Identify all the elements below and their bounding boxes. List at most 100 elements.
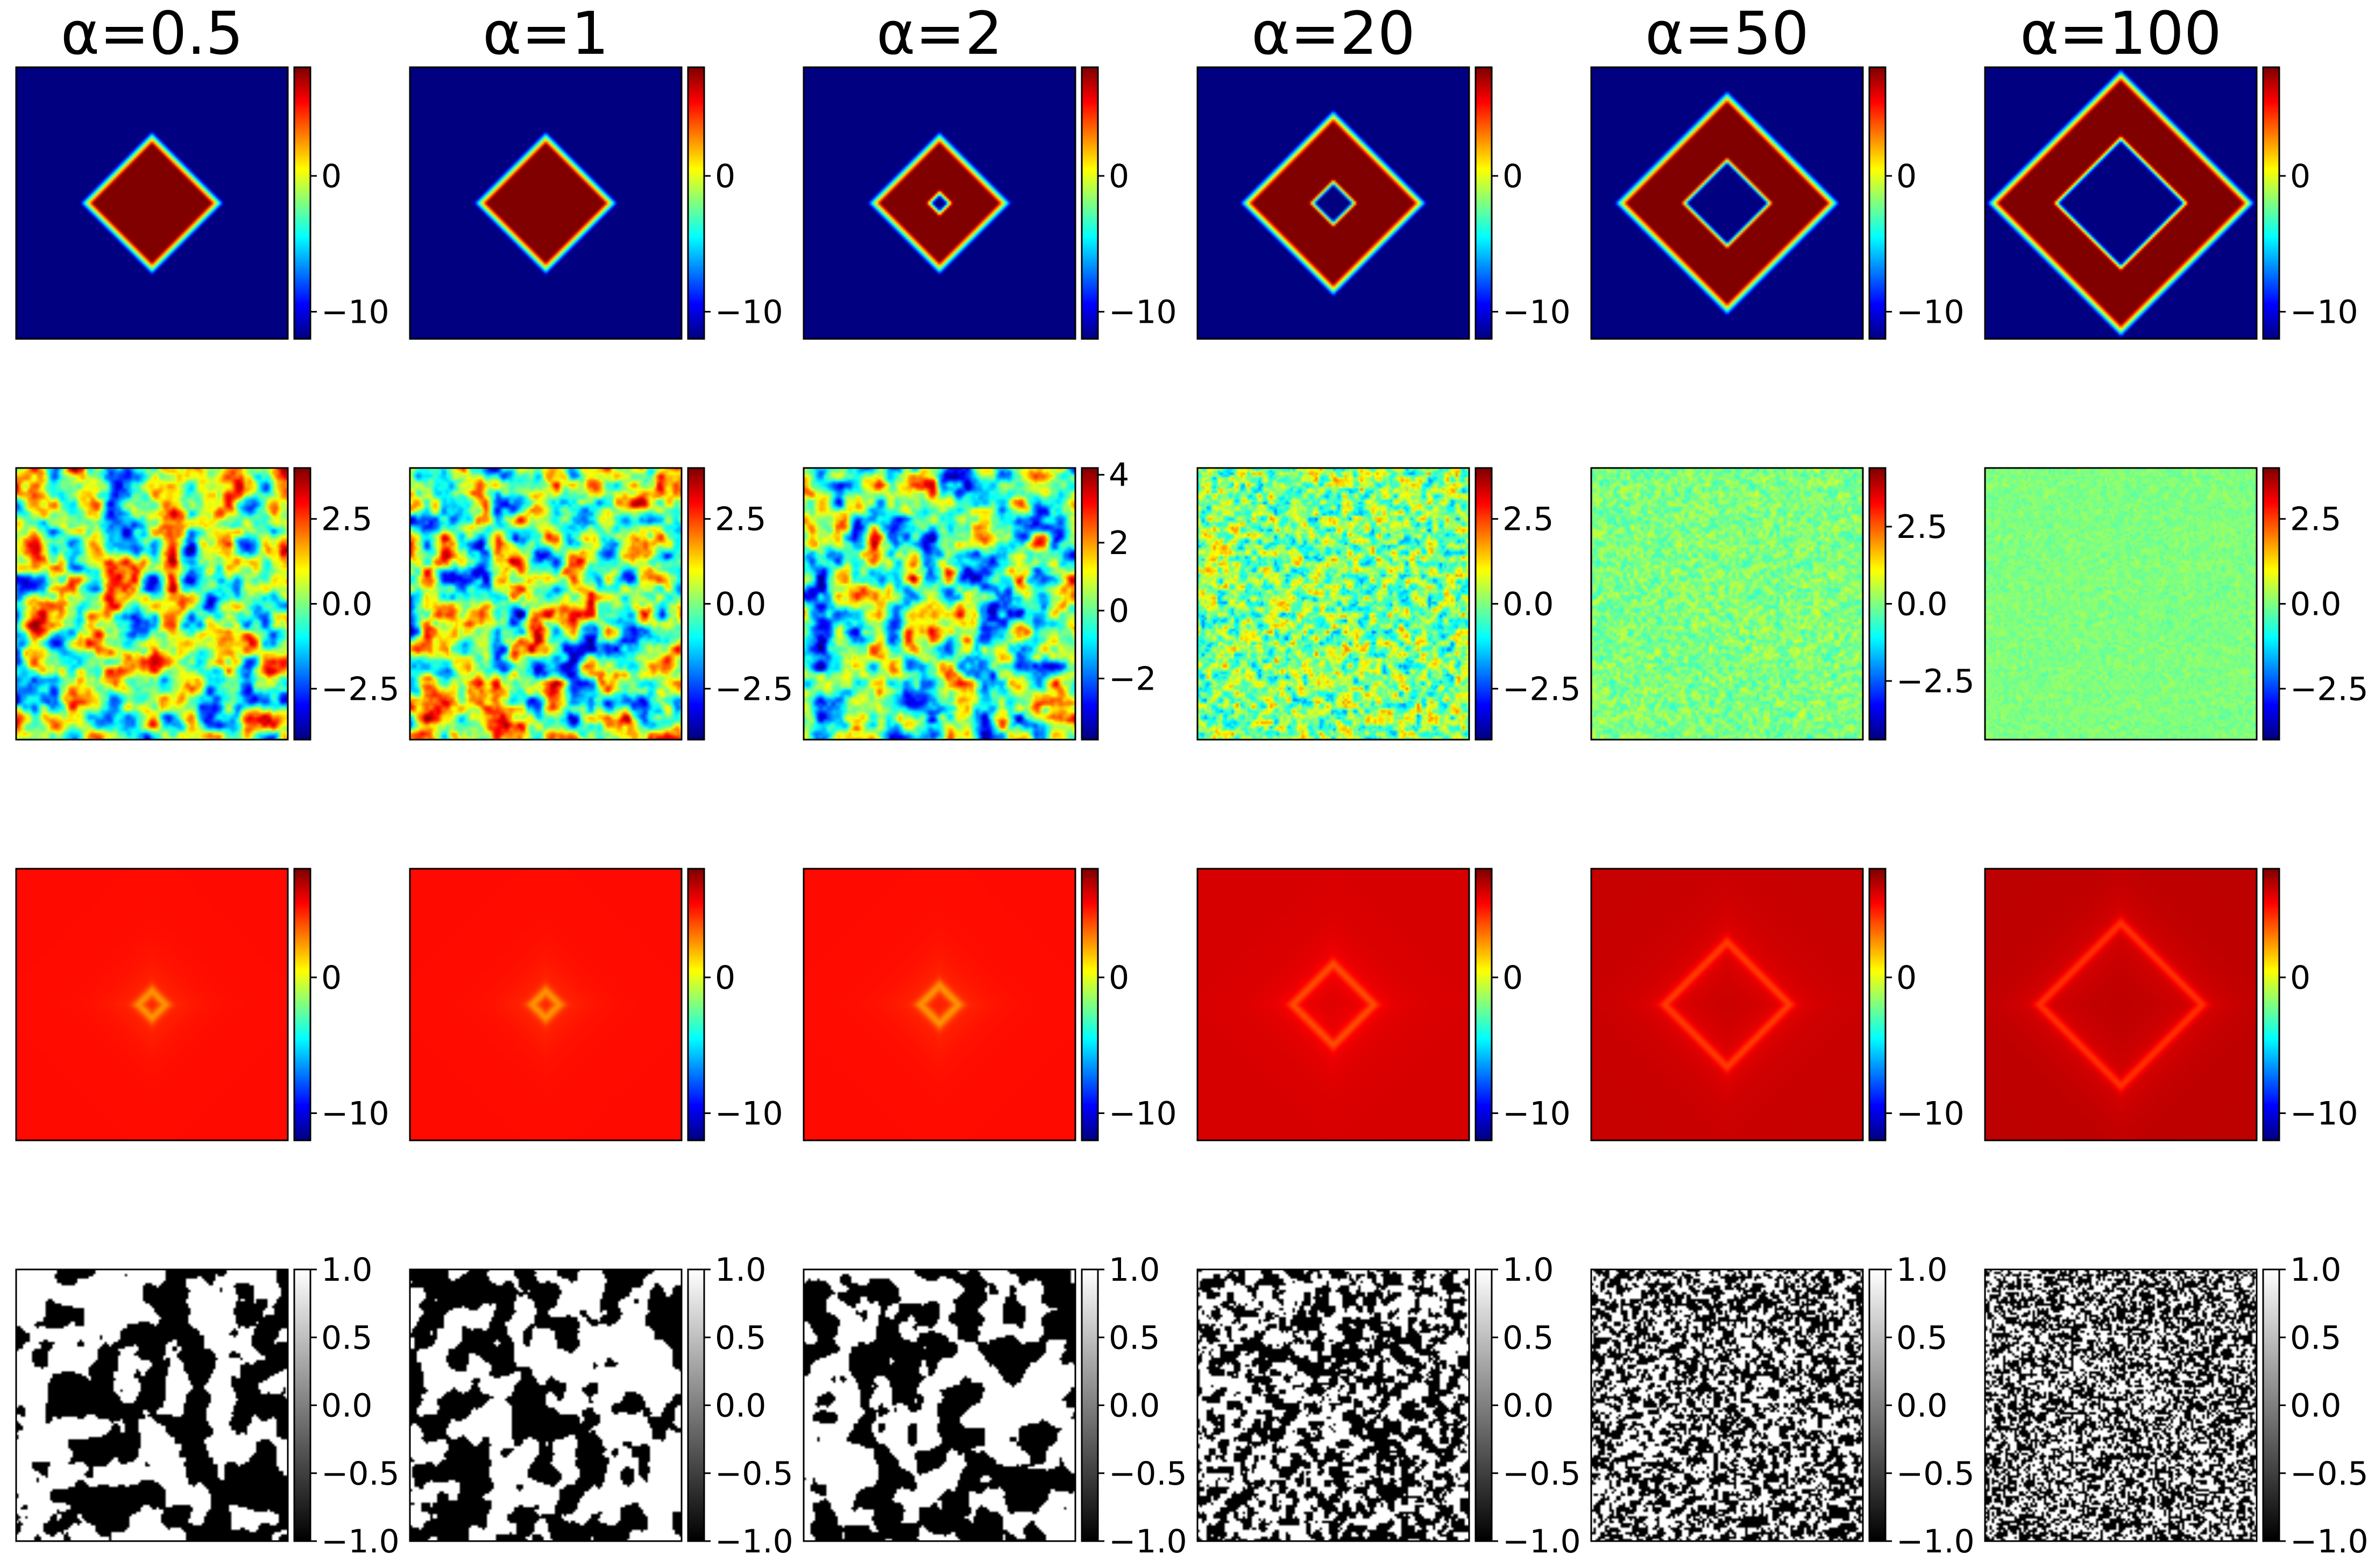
column-title: α=20: [1251, 0, 1415, 68]
heatmap-panel: 2.5 0.0 −2.5: [1984, 467, 2369, 741]
panel-frame: [803, 868, 1076, 1141]
colorbar-tick-label: −0.5: [321, 1455, 400, 1493]
colorbar-tick-label: −10: [1896, 1095, 1965, 1133]
colorbar-gradient: [1476, 869, 1492, 1140]
heatmap-image: [1985, 67, 2257, 339]
panel-frame: [1196, 1268, 1470, 1542]
colorbar: 0 −10: [687, 66, 783, 340]
colorbar-tick-label: 0: [1109, 158, 1129, 195]
colorbar-tick-label: 0: [1502, 959, 1523, 997]
colorbar: 0 −10: [1081, 66, 1177, 340]
colorbar: 0 −10: [1868, 66, 1965, 340]
colorbar-frame: [1081, 467, 1099, 741]
heatmap-panel: 0 −10: [409, 66, 783, 340]
colorbar-gradient: [688, 468, 704, 740]
heatmap-image: [16, 468, 288, 740]
colorbar-tick-label: 4: [1109, 457, 1129, 494]
colorbar-tick-label: 1.0: [2290, 1251, 2341, 1289]
colorbar-tick-label: −2.5: [1502, 670, 1581, 708]
colorbar: 0 −10: [293, 66, 389, 340]
colorbar-tick-label: −10: [2290, 1095, 2358, 1133]
colorbar-gradient: [294, 67, 310, 339]
column-title: α=100: [2020, 0, 2222, 68]
heatmap-panel: 1.0 0.5 0.0 −0.5 −1.0: [1590, 1251, 1975, 1560]
colorbar: 0 −10: [1474, 868, 1571, 1141]
heatmap-image: [410, 1269, 682, 1541]
colorbar-frame: [2262, 66, 2280, 340]
colorbar-tick-label: 0.5: [321, 1319, 372, 1357]
colorbar-tick-label: 0: [2290, 158, 2310, 195]
panel-frame: [1196, 467, 1470, 741]
colorbar: 1.0 0.5 0.0 −0.5 −1.0: [1868, 1251, 1975, 1560]
colorbar-gradient: [2263, 869, 2279, 1140]
colorbar-tick-label: 0: [1896, 959, 1917, 997]
colorbar-tick-label: −0.5: [715, 1455, 793, 1493]
colorbar-frame: [293, 66, 311, 340]
colorbar: 0 −10: [293, 868, 389, 1141]
heatmap-image: [16, 67, 288, 339]
colorbar-tick-label: 0.5: [1502, 1319, 1554, 1357]
colorbar: 0 −10: [2262, 66, 2358, 340]
heatmap-image: [1197, 869, 1469, 1140]
heatmap-panel: 1.0 0.5 0.0 −0.5 −1.0: [409, 1251, 793, 1560]
colorbar-tick-label: −1.0: [1896, 1523, 1975, 1560]
colorbar-tick-label: −10: [1502, 1095, 1571, 1133]
heatmap-image: [1985, 869, 2257, 1140]
heatmap-image: [804, 869, 1075, 1140]
colorbar-gradient: [1869, 1269, 1885, 1541]
colorbar-tick-label: 0.0: [1896, 586, 1947, 623]
colorbar-gradient: [294, 1269, 310, 1541]
heatmap-image: [410, 468, 682, 740]
column-titles: α=0.5 α=1 α=2 α=20 α=50 α=100: [61, 0, 2222, 68]
heatmap-panel: 2.5 0.0 −2.5: [1196, 467, 1581, 741]
heatmap-panel: 0 −10: [1590, 868, 1965, 1141]
panel-frame: [803, 66, 1076, 340]
colorbar-frame: [1081, 66, 1099, 340]
colorbar-gradient: [1476, 468, 1492, 740]
colorbar-tick-label: −2.5: [321, 670, 400, 708]
colorbar-tick-label: −2.5: [2290, 670, 2369, 708]
colorbar-gradient: [1869, 67, 1885, 339]
colorbar-tick-label: 0.0: [1502, 1387, 1554, 1425]
panel-frame: [409, 66, 683, 340]
heatmap-panel: 0 −10: [1196, 66, 1571, 340]
column-title: α=2: [876, 0, 1003, 68]
colorbar-tick-label: 2.5: [1502, 501, 1554, 538]
colorbar-tick-label: 1.0: [715, 1251, 766, 1289]
colorbar-frame: [293, 868, 311, 1141]
colorbar-tick-label: −1.0: [321, 1523, 400, 1560]
colorbar-tick-label: 0.0: [2290, 586, 2341, 623]
colorbar-gradient: [1869, 468, 1885, 740]
colorbar: 1.0 0.5 0.0 −0.5 −1.0: [1474, 1251, 1581, 1560]
colorbar-gradient: [1869, 869, 1885, 1140]
colorbar-gradient: [2263, 1269, 2279, 1541]
heatmap-panel: 1.0 0.5 0.0 −0.5 −1.0: [803, 1251, 1187, 1560]
colorbar-frame: [1868, 868, 1887, 1141]
colorbar-gradient: [1082, 468, 1098, 740]
heatmap-image: [1591, 67, 1863, 339]
panel-frame: [1984, 66, 2258, 340]
heatmap-image: [1197, 67, 1469, 339]
colorbar: 4 2 0 −2: [1081, 457, 1156, 741]
colorbar-tick-label: 1.0: [1896, 1251, 1947, 1289]
colorbar-tick-label: 0.5: [1896, 1319, 1947, 1357]
colorbar-tick-label: 1.0: [1502, 1251, 1554, 1289]
colorbar-tick-label: −10: [1109, 294, 1177, 331]
colorbar-tick-label: −10: [321, 294, 389, 331]
panel-frame: [1984, 1268, 2258, 1542]
colorbar-frame: [2262, 868, 2280, 1141]
colorbar-tick-label: −0.5: [2290, 1455, 2369, 1493]
colorbar-tick-label: −10: [2290, 294, 2358, 331]
colorbar-tick-label: −0.5: [1502, 1455, 1581, 1493]
colorbar-frame: [1868, 66, 1887, 340]
panel-frame: [1984, 868, 2258, 1141]
colorbar: 2.5 0.0 −2.5: [293, 467, 400, 741]
colorbar-frame: [1474, 66, 1493, 340]
colorbar-tick-label: −10: [1109, 1095, 1177, 1133]
panel-frame: [15, 868, 289, 1141]
colorbar-tick-label: 0: [715, 158, 735, 195]
heatmap-panel: 1.0 0.5 0.0 −0.5 −1.0: [1196, 1251, 1581, 1560]
heatmap-panel: 2.5 0.0 −2.5: [15, 467, 400, 741]
colorbar-tick-label: 2.5: [2290, 501, 2341, 538]
colorbar-gradient: [2263, 468, 2279, 740]
